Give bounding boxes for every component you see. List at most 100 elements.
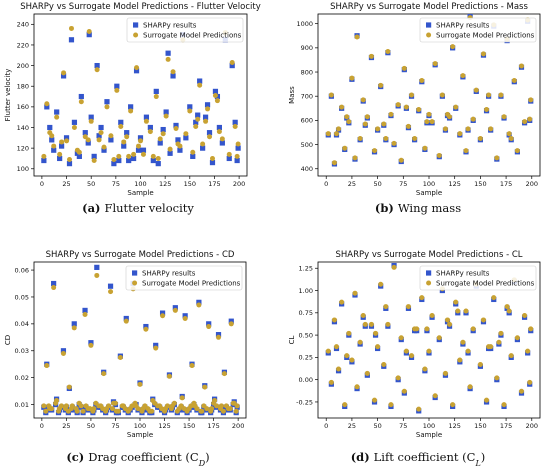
surrogate-point	[189, 363, 195, 369]
surrogate-point	[346, 330, 352, 336]
surrogate-point	[94, 67, 100, 73]
surrogate-point	[96, 137, 102, 143]
sharpy-point	[190, 153, 196, 159]
sharpy-point	[114, 83, 120, 89]
surrogate-point	[527, 379, 533, 385]
sharpy-point	[66, 161, 73, 167]
surrogate-point	[395, 102, 401, 108]
caption-text: Drag coefficient (C	[88, 450, 199, 464]
surrogate-point	[354, 34, 360, 40]
surrogate-point	[223, 403, 229, 409]
sharpy-point	[150, 157, 156, 164]
surrogate-point	[83, 403, 89, 409]
surrogate-point	[153, 345, 159, 351]
surrogate-point	[328, 379, 334, 385]
y-tick-label: 0.03	[15, 347, 29, 355]
surrogate-point	[115, 408, 121, 414]
surrogate-point	[183, 131, 189, 137]
surrogate-point	[229, 59, 235, 65]
y-tick-label: 0.04	[15, 320, 29, 328]
x-tick-label: 100	[134, 422, 146, 430]
surrogate-point	[447, 321, 453, 327]
surrogate-point	[182, 315, 188, 321]
y-tick-label: 0.75	[299, 309, 313, 317]
surrogate-point	[508, 353, 514, 359]
x-tick-label: 0	[40, 422, 44, 430]
chart-title: SHARPy vs Surrogate Model Predictions - …	[335, 250, 522, 260]
surrogate-point	[494, 375, 500, 381]
y-tick-label: 200	[17, 62, 29, 70]
surrogate-point	[416, 406, 422, 412]
sharpy-point	[71, 119, 78, 125]
surrogate-point	[114, 87, 120, 93]
x-tick-label: 125	[448, 180, 460, 188]
surrogate-point	[41, 153, 47, 159]
surrogate-point	[43, 408, 49, 414]
surrogate-point	[488, 126, 494, 132]
x-tick-label: 75	[112, 180, 120, 188]
sharpy-point	[163, 109, 169, 115]
sharpy-point	[124, 130, 130, 136]
sharpy-point	[96, 133, 102, 139]
chart-panel-1: SHARPy vs Surrogate Model Predictions - …	[4, 2, 261, 215]
surrogate-point	[432, 393, 438, 399]
surrogate-point	[527, 116, 533, 122]
sharpy-point	[51, 147, 57, 153]
sharpy-point	[116, 157, 122, 164]
surrogate-point	[522, 312, 528, 318]
surrogate-point	[221, 371, 227, 377]
surrogate-point	[522, 119, 528, 125]
sharpy-point	[175, 137, 181, 143]
sharpy-point	[123, 315, 129, 322]
surrogate-point	[375, 126, 381, 132]
y-tick-label: 240	[17, 21, 29, 29]
surrogate-point	[346, 119, 352, 125]
surrogate-point	[230, 400, 236, 406]
legend-marker-sharpy	[426, 22, 432, 28]
surrogate-point	[342, 402, 348, 408]
surrogate-point	[234, 153, 240, 159]
surrogate-point	[137, 381, 143, 387]
surrogate-point	[128, 108, 134, 114]
chart-title: SHARPy vs Surrogate Model Predictions - …	[330, 2, 528, 12]
sharpy-point	[71, 321, 77, 327]
surrogate-point	[368, 53, 374, 59]
surrogate-point	[398, 157, 404, 163]
surrogate-point	[450, 402, 456, 408]
surrogate-point	[455, 308, 461, 314]
surrogate-point	[504, 304, 510, 310]
surrogate-point	[184, 408, 190, 414]
surrogate-point	[477, 362, 483, 368]
surrogate-point	[453, 104, 459, 110]
sharpy-point	[204, 102, 211, 108]
surrogate-point	[138, 138, 143, 144]
surrogate-point	[104, 104, 110, 110]
caption-subscript: D	[198, 459, 206, 468]
surrogate-point	[364, 114, 370, 120]
y-tick-label: 1.00	[299, 287, 313, 295]
surrogate-point	[165, 56, 171, 62]
x-tick-label: 25	[62, 180, 70, 188]
surrogate-point	[76, 400, 82, 406]
surrogate-point	[66, 384, 72, 390]
surrogate-point	[49, 133, 55, 139]
surrogate-point	[426, 111, 432, 117]
figure-caption: (b) Wing mass	[375, 201, 461, 215]
sharpy-point	[206, 321, 212, 327]
surrogate-point	[403, 104, 409, 110]
sharpy-point	[85, 140, 91, 146]
surrogate-point	[494, 155, 500, 161]
surrogate-point	[195, 116, 201, 122]
surrogate-point	[112, 400, 118, 406]
y-tick-label: 1.25	[299, 265, 313, 273]
sharpy-point	[135, 147, 142, 153]
surrogate-point	[198, 408, 204, 414]
surrogate-point	[470, 116, 476, 122]
surrogate-point	[179, 395, 185, 401]
surrogate-point	[336, 126, 342, 132]
chart-title: SHARPy vs Surrogate Model Predictions - …	[20, 2, 260, 12]
surrogate-point	[235, 141, 241, 147]
surrogate-point	[131, 151, 137, 157]
surrogate-point	[67, 156, 72, 162]
surrogate-point	[49, 406, 55, 412]
